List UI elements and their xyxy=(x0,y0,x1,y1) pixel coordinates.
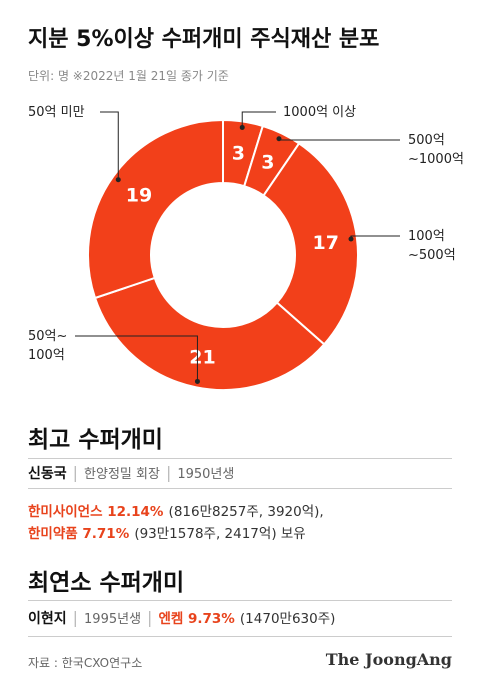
callout-line xyxy=(350,235,400,239)
source: 자료 : 한국CXO연구소 xyxy=(28,656,143,670)
profile-row: 신동국 | 한양정밀 회장 | 1950년생 xyxy=(28,463,235,482)
category-label: 500억 ~1000억 xyxy=(408,133,464,167)
stock: 한미사이언스 12.14% xyxy=(28,504,164,520)
holding-detail: (816만8257주, 3920억), xyxy=(168,504,324,520)
holding: 한미사이언스 12.14% (816만8257주, 3920억), xyxy=(28,500,324,520)
chart: 지분 5%이상 수퍼개미 주식재산 분포 단위: 명 ※2022년 1월 21일… xyxy=(28,27,464,391)
chart-subtitle: 단위: 명 ※2022년 1월 21일 종가 기준 xyxy=(28,69,229,83)
callout-line xyxy=(241,111,276,128)
profile-row: 이현지 | 1995년생 | 엔켐 9.73% (1470만630주) xyxy=(28,608,336,627)
holding-detail: (1470만630주) xyxy=(239,611,336,627)
value-label: 19 xyxy=(126,185,152,207)
detail: 1995년생 xyxy=(84,612,142,627)
divider xyxy=(28,458,452,459)
callout-line xyxy=(278,138,400,141)
value-label: 3 xyxy=(232,143,245,165)
person-name: 신동국 xyxy=(28,466,67,482)
divider xyxy=(28,600,452,601)
category-label: 50억~ 100억 xyxy=(28,329,67,363)
stock: 한미약품 7.71% xyxy=(28,526,130,542)
donut-segment xyxy=(87,118,224,300)
donut-segment xyxy=(93,276,326,391)
holding: 한미약품 7.71% (93만1578주, 2417억) 보유 xyxy=(28,522,306,542)
category-label: 1000억 이상 xyxy=(283,105,356,120)
value-label: 3 xyxy=(261,152,274,174)
person-name: 이현지 xyxy=(28,611,67,627)
callout-line xyxy=(100,111,119,180)
brand: The JoongAng xyxy=(325,650,452,669)
category-label: 50억 미만 xyxy=(28,105,85,120)
holding-detail: (93만1578주, 2417억) 보유 xyxy=(134,526,306,542)
stock: 엔켐 9.73% xyxy=(158,611,235,627)
donut-segment xyxy=(262,142,359,346)
section-heading: 최고 수퍼개미 xyxy=(28,427,163,453)
chart-title: 지분 5%이상 수퍼개미 주식재산 분포 xyxy=(28,27,379,52)
detail: 1950년생 xyxy=(177,467,235,482)
detail: 한양정밀 회장 xyxy=(84,467,160,482)
value-label: 17 xyxy=(312,232,338,254)
category-label: 100억 ~500억 xyxy=(408,229,456,263)
divider xyxy=(28,488,452,489)
divider xyxy=(28,636,452,637)
callout-line xyxy=(75,335,198,382)
section-heading: 최연소 수퍼개미 xyxy=(28,570,185,596)
value-label: 21 xyxy=(189,346,215,368)
